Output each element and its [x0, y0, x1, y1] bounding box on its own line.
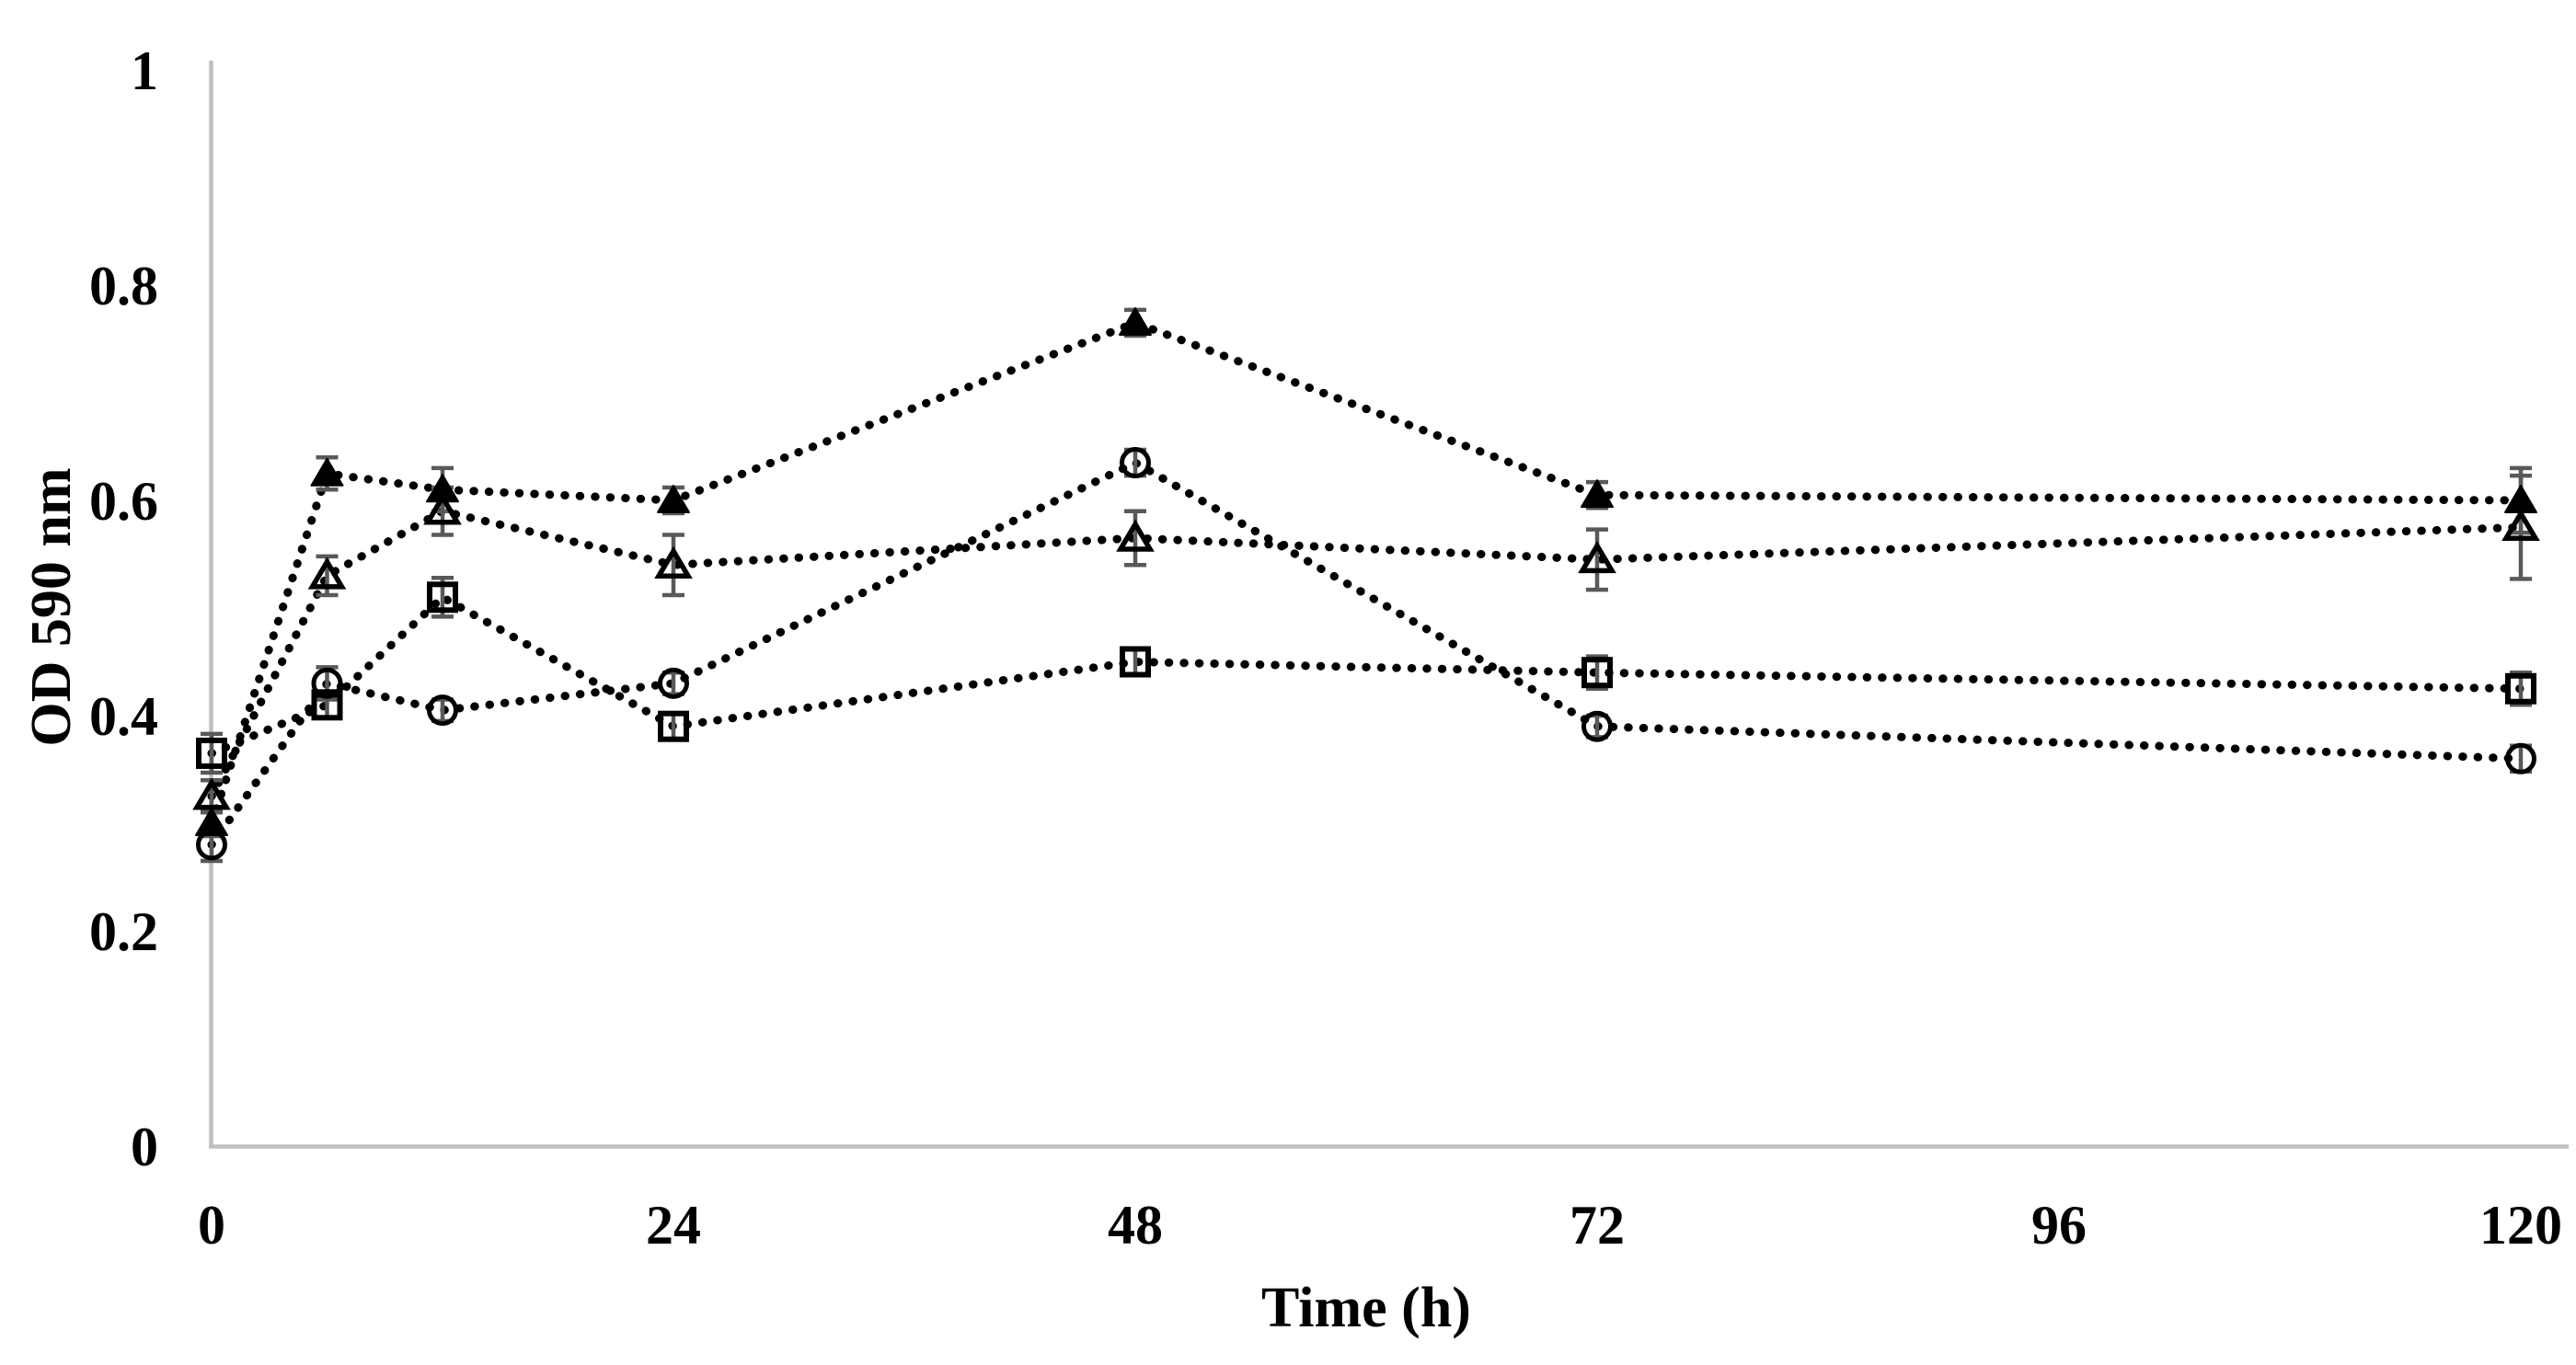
x-tick-label: 0 — [198, 1195, 225, 1256]
y-tick-label: 0 — [131, 1117, 158, 1177]
series-line-open-circle-series — [207, 457, 2525, 849]
x-tick-label: 48 — [1108, 1195, 1163, 1256]
y-tick-label: 0.6 — [89, 471, 158, 532]
marker-circle-open — [1581, 710, 1613, 742]
marker-square-open — [196, 737, 227, 769]
x-tick-label: 24 — [646, 1195, 701, 1256]
marker-triangle-open — [307, 556, 347, 590]
x-axis-title: Time (h) — [1261, 1277, 1471, 1339]
series-line-open-square-series — [207, 591, 2525, 758]
marker-triangle-filled — [2504, 485, 2537, 513]
marker-circle-open — [2505, 742, 2536, 774]
marker-circle-open — [196, 829, 227, 861]
marker-square-open — [1581, 657, 1613, 689]
marker-triangle-filled — [1581, 479, 1614, 509]
marker-square-open — [311, 689, 343, 721]
series-layer — [192, 306, 2540, 864]
marker-triangle-open — [423, 492, 462, 525]
y-tick-label: 0.8 — [89, 256, 158, 316]
error-bar — [431, 697, 454, 724]
marker-triangle-open — [192, 777, 231, 810]
marker-circle-open — [658, 667, 689, 699]
axes — [209, 61, 2569, 1149]
marker-triangle-filled — [195, 808, 228, 836]
marker-triangle-filled — [310, 457, 344, 487]
marker-triangle-filled — [1119, 306, 1152, 336]
marker-square-open — [427, 581, 458, 614]
error-bar — [1586, 527, 1608, 592]
marker-triangle-open — [1578, 540, 1616, 574]
marker-square-open — [2505, 672, 2536, 705]
y-tick-label: 0.2 — [89, 901, 158, 962]
marker-triangle-open — [2501, 508, 2540, 541]
marker-square-open — [658, 710, 689, 742]
marker-circle-open — [427, 694, 458, 727]
y-tick-label: 0.4 — [89, 686, 158, 747]
marker-triangle-filled — [657, 485, 690, 513]
y-tick-label: 1 — [131, 40, 158, 101]
marker-triangle-open — [1116, 519, 1155, 552]
y-axis-title: OD 590 nm — [20, 467, 83, 746]
marker-circle-open — [311, 667, 343, 699]
x-tick-label: 96 — [2031, 1195, 2087, 1256]
marker-square-open — [1120, 646, 1151, 678]
marker-circle-open — [1120, 447, 1151, 479]
x-tick-label: 120 — [2479, 1195, 2562, 1256]
error-bar — [662, 711, 684, 741]
error-bar — [1586, 713, 1608, 740]
error-bar — [662, 533, 684, 598]
series-line-open-triangle-series — [207, 506, 2525, 801]
axis-tick-labels: 0 0.2 0.4 0.6 0.8 1 0 24 48 72 96 120 — [89, 40, 2562, 1256]
x-tick-label: 72 — [1570, 1195, 1625, 1256]
marker-triangle-open — [654, 545, 693, 579]
